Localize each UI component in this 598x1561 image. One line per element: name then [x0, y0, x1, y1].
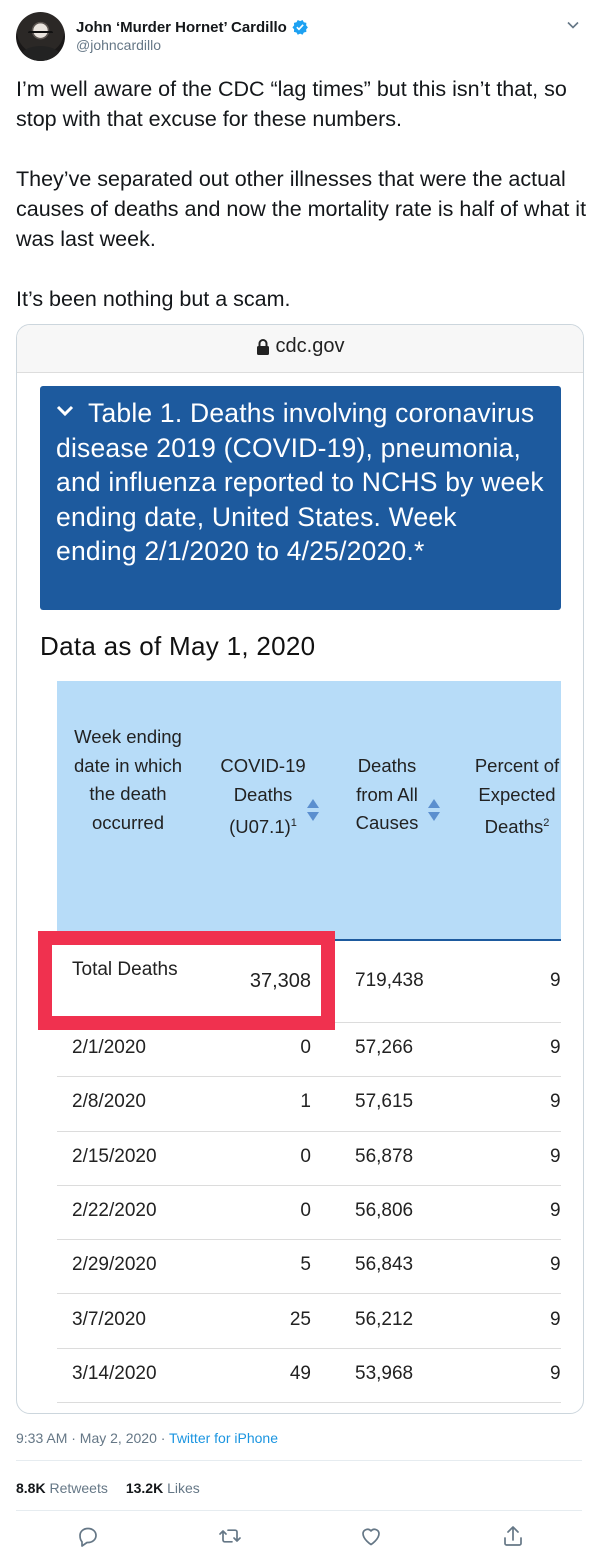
col-header-date: Week ending date in which the death occu…	[74, 726, 182, 834]
table-row: 2/8/2020 1 57,615 9	[57, 1077, 561, 1132]
sort-icon[interactable]	[306, 797, 320, 823]
tweet-header: John ‘Murder Hornet’ Cardillo @johncardi…	[16, 12, 584, 62]
row-date: 2/15/2020	[72, 1145, 157, 1167]
row-covid: 0	[300, 1037, 311, 1058]
row-percent: 9	[550, 1362, 561, 1384]
row-date: 3/7/2020	[72, 1308, 146, 1330]
total-percent: 9	[550, 970, 561, 991]
table-row: 3/7/2020 25 56,212 9	[57, 1294, 561, 1349]
deaths-table: Week ending date in which the death occu…	[57, 681, 561, 1413]
red-highlight-box	[38, 931, 335, 1030]
row-percent: 9	[550, 1254, 561, 1276]
row-date: 3/14/2020	[72, 1362, 157, 1384]
table-title-banner: Table 1. Deaths involving coronavirus di…	[40, 386, 561, 610]
tweet-paragraph: It’s been nothing but a scam.	[16, 287, 291, 311]
table-row-total: Total Deaths 37,308 719,438 9	[57, 943, 561, 1023]
col-header-covid[interactable]: COVID-19 Deaths (U07.1)1	[220, 755, 306, 838]
action-bar	[0, 1524, 598, 1552]
row-covid: 0	[300, 1199, 311, 1221]
table-header: Week ending date in which the death occu…	[57, 681, 561, 941]
total-covid: 37,308	[249, 970, 311, 992]
avatar[interactable]	[16, 12, 65, 61]
engagement-stats: 8.8K Retweets 13.2K Likes	[16, 1480, 200, 1496]
likes-stat[interactable]: 13.2K Likes	[125, 1480, 200, 1496]
row-date: 2/8/2020	[72, 1091, 146, 1113]
row-covid: 49	[289, 1362, 311, 1384]
sort-icon[interactable]	[427, 797, 441, 823]
reply-icon[interactable]	[76, 1524, 100, 1548]
url-text: cdc.gov	[275, 335, 345, 357]
col-header-all[interactable]: Deaths from All Causes	[355, 755, 419, 834]
handle[interactable]: @johncardillo	[76, 37, 162, 53]
row-percent: 9	[550, 1199, 561, 1221]
lock-icon	[256, 338, 269, 355]
row-percent: 9	[550, 1308, 561, 1330]
chevron-down-icon[interactable]	[566, 18, 580, 32]
divider	[16, 1460, 582, 1461]
like-icon[interactable]	[359, 1524, 383, 1548]
row-all: 56,878	[355, 1145, 414, 1167]
row-covid: 0	[300, 1145, 311, 1167]
table-row: 2/29/2020 5 56,843 9	[57, 1240, 561, 1295]
col-header-percent: Percent of Expected Deaths2	[474, 755, 560, 838]
table-row: 2/22/2020 0 56,806 9	[57, 1185, 561, 1241]
row-covid: 25	[289, 1308, 311, 1330]
data-as-of: Data as of May 1, 2020	[40, 631, 316, 661]
tweet-text: I’m well aware of the CDC “lag times” bu…	[16, 74, 588, 314]
row-percent: 9	[550, 1145, 561, 1167]
row-all: 56,843	[355, 1254, 414, 1276]
row-percent: 9	[550, 1091, 561, 1113]
tweet-paragraph: I’m well aware of the CDC “lag times” bu…	[16, 77, 567, 131]
row-all: 56,806	[355, 1199, 414, 1221]
divider	[16, 1510, 582, 1511]
row-all: 57,615	[355, 1091, 414, 1113]
table-row: 2/15/2020 0 56,878 9	[57, 1131, 561, 1186]
timestamp[interactable]: 9:33 AM · May 2, 2020 ·	[16, 1430, 170, 1446]
source-link[interactable]: Twitter for iPhone	[169, 1430, 278, 1446]
row-percent: 9	[550, 1037, 561, 1058]
total-all: 719,438	[355, 970, 424, 991]
row-all: 53,968	[355, 1362, 414, 1384]
retweet-icon[interactable]	[218, 1524, 242, 1548]
row-covid: 1	[300, 1091, 311, 1113]
row-date: 2/1/2020	[72, 1037, 146, 1058]
row-covid: 5	[300, 1254, 311, 1276]
total-label: Total Deaths	[72, 959, 178, 980]
table-row: 3/14/2020 49 53,968 9	[57, 1348, 561, 1404]
banner-title: Table 1. Deaths involving coronavirus di…	[56, 398, 544, 566]
retweets-stat[interactable]: 8.8K Retweets	[16, 1480, 108, 1496]
row-date: 2/22/2020	[72, 1199, 157, 1221]
tweet-image[interactable]: cdc.gov Table 1. Deaths involving corona…	[16, 324, 584, 1414]
browser-url-bar: cdc.gov	[17, 325, 583, 373]
chevron-down-icon	[56, 405, 74, 417]
name-row: John ‘Murder Hornet’ Cardillo	[76, 17, 309, 37]
row-all: 57,266	[355, 1037, 414, 1058]
verified-icon	[292, 20, 308, 35]
share-icon[interactable]	[501, 1524, 525, 1548]
table-row: 2/1/2020 0 57,266 9	[57, 1023, 561, 1078]
display-name[interactable]: John ‘Murder Hornet’ Cardillo	[76, 18, 287, 36]
tweet-paragraph: They’ve separated out other illnesses th…	[16, 167, 587, 251]
row-date: 2/29/2020	[72, 1254, 157, 1276]
tweet-meta: 9:33 AM · May 2, 2020 · Twitter for iPho…	[16, 1430, 278, 1446]
row-all: 56,212	[355, 1308, 414, 1330]
